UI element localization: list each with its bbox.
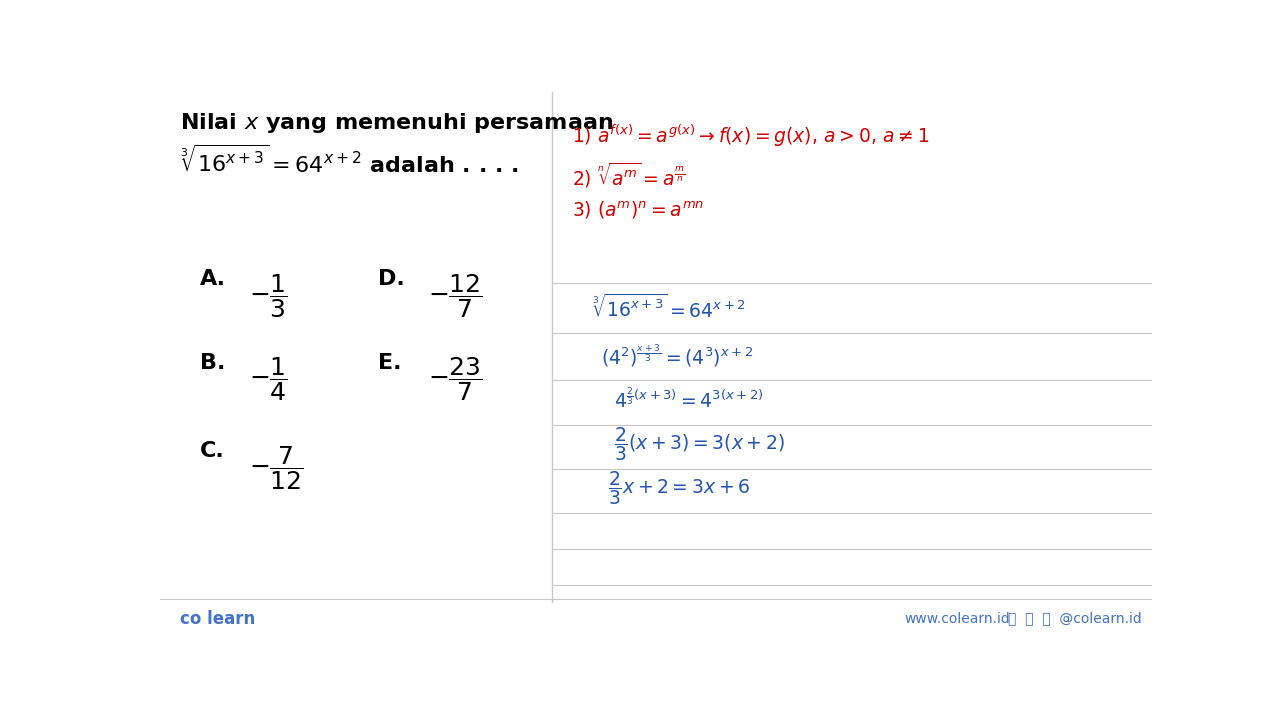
Text: $-\dfrac{7}{12}$: $-\dfrac{7}{12}$: [250, 444, 305, 492]
Text: $4^{\frac{2}{3}(x+3)} = 4^{3(x+2)}$: $4^{\frac{2}{3}(x+3)} = 4^{3(x+2)}$: [614, 387, 764, 412]
Text: 2) $\sqrt[n]{a^m} = a^{\frac{m}{n}}$: 2) $\sqrt[n]{a^m} = a^{\frac{m}{n}}$: [572, 161, 685, 190]
Text: E.: E.: [379, 353, 402, 372]
Text: Nilai $x$ yang memenuhi persamaan: Nilai $x$ yang memenuhi persamaan: [179, 112, 613, 135]
Text: co learn: co learn: [179, 610, 255, 628]
Text: $\sqrt[3]{16^{x+3}} = 64^{x+2}$: $\sqrt[3]{16^{x+3}} = 64^{x+2}$: [591, 294, 745, 323]
Text: 3) $(a^m)^n = a^{mn}$: 3) $(a^m)^n = a^{mn}$: [572, 200, 704, 222]
Text: $\dfrac{2}{3}x + 2 = 3x + 6$: $\dfrac{2}{3}x + 2 = 3x + 6$: [608, 469, 750, 508]
Text: B.: B.: [200, 353, 225, 372]
Text: $-\dfrac{23}{7}$: $-\dfrac{23}{7}$: [428, 355, 483, 403]
Text: A.: A.: [200, 269, 225, 289]
Text: D.: D.: [379, 269, 404, 289]
Text: $-\dfrac{12}{7}$: $-\dfrac{12}{7}$: [428, 272, 483, 320]
Text: 1) $a^{f(x)} = a^{g(x)} \rightarrow f(x) = g(x),\, a > 0,\, a \neq 1$: 1) $a^{f(x)} = a^{g(x)} \rightarrow f(x)…: [572, 122, 929, 148]
Text: $\sqrt[3]{16^{x+3}} = 64^{x+2}$ adalah . . . .: $\sqrt[3]{16^{x+3}} = 64^{x+2}$ adalah .…: [179, 145, 518, 177]
Text: $\dfrac{2}{3}(x+3) = 3(x+2)$: $\dfrac{2}{3}(x+3) = 3(x+2)$: [614, 425, 785, 463]
Text: C.: C.: [200, 441, 224, 462]
Text: $-\dfrac{1}{3}$: $-\dfrac{1}{3}$: [250, 272, 288, 320]
Text: www.colearn.id: www.colearn.id: [904, 611, 1010, 626]
Text: ⓕ  ⓞ  ⓓ  @colearn.id: ⓕ ⓞ ⓓ @colearn.id: [1009, 611, 1142, 626]
Text: $-\dfrac{1}{4}$: $-\dfrac{1}{4}$: [250, 355, 288, 403]
Text: $(4^2)^{\frac{x+3}{3}} = (4^3)^{x+2}$: $(4^2)^{\frac{x+3}{3}} = (4^3)^{x+2}$: [602, 342, 754, 369]
